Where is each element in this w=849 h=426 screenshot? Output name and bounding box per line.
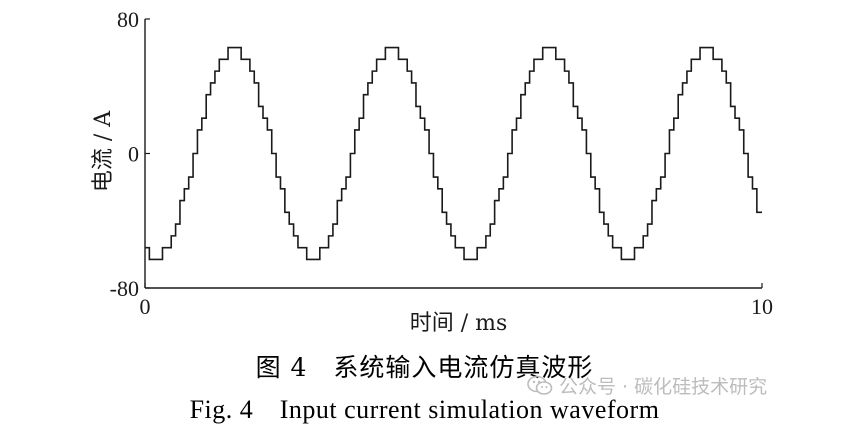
x-tick-label: 10 (751, 294, 773, 319)
watermark: 公众号 · 碳化硅技术研究 (527, 372, 767, 399)
wechat-icon (527, 375, 553, 395)
current-waveform-line (145, 46, 762, 261)
figure-caption-english: Fig. 4 Input current simulation waveform (189, 395, 660, 424)
y-tick-label: 0 (128, 142, 139, 167)
x-axis-label: 时间 / ms (410, 311, 508, 336)
chart-ticks (144, 18, 763, 289)
chart-series (145, 46, 762, 261)
figure-caption-chinese: 图 4 系统输入电流仿真波形 (255, 353, 594, 382)
y-tick-label: -80 (110, 276, 139, 301)
watermark-text: 公众号 · 碳化硅技术研究 (559, 376, 768, 398)
x-tick-label: 0 (140, 294, 151, 319)
y-axis-label: 电流 / A (91, 110, 116, 192)
y-tick-label: 80 (117, 7, 139, 32)
